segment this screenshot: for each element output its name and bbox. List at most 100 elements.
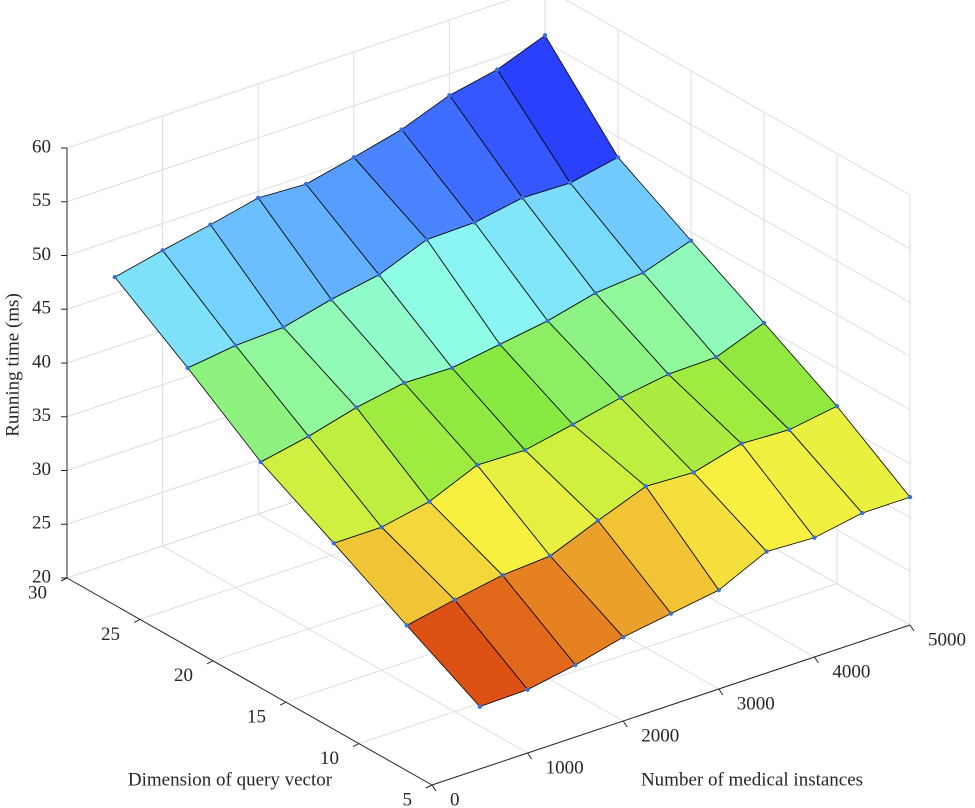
vertex-marker <box>427 499 432 504</box>
vertex-marker <box>497 342 502 347</box>
x-tick <box>431 784 437 792</box>
y-tick-label: 20 <box>174 665 193 686</box>
z-axis-label: Running time (ms) <box>2 293 23 437</box>
z-tick-label: 40 <box>32 351 51 372</box>
vertex-marker <box>376 272 382 278</box>
grid-line <box>565 0 911 196</box>
vertex-marker <box>643 484 648 489</box>
y-tick <box>352 743 360 748</box>
vertex-marker <box>449 365 455 371</box>
y-axis-line <box>66 577 433 786</box>
vertex-marker <box>525 687 530 692</box>
vertex-marker <box>860 510 865 516</box>
vertex-marker <box>233 343 238 348</box>
y-tick-label: 25 <box>101 624 120 645</box>
grid-line <box>544 41 911 250</box>
z-tick-label: 60 <box>32 136 51 157</box>
vertex-marker <box>739 441 744 446</box>
z-tick-label: 35 <box>32 405 51 426</box>
vertex-marker <box>404 623 409 628</box>
x-tick-label: 0 <box>450 789 460 808</box>
vertex-marker <box>475 462 480 468</box>
z-tick-label: 50 <box>32 244 51 265</box>
vertex-marker <box>208 222 213 227</box>
z-tick-label: 25 <box>32 513 51 534</box>
vertex-marker <box>399 127 404 132</box>
vertex-marker <box>452 597 457 602</box>
grid-line <box>162 545 528 754</box>
vertex-marker <box>160 248 165 253</box>
vertex-marker <box>621 634 626 640</box>
vertex-marker <box>548 553 553 559</box>
z-tick-label: 45 <box>32 298 51 319</box>
grid-line <box>544 95 911 303</box>
vertex-marker <box>520 195 525 201</box>
y-tick <box>206 660 214 665</box>
vertex-marker <box>495 67 500 72</box>
vertex-marker <box>331 541 336 546</box>
vertex-marker <box>787 427 792 432</box>
vertex-marker <box>379 525 384 530</box>
vertex-marker <box>329 297 334 302</box>
vertex-marker <box>668 611 674 616</box>
vertex-marker <box>764 549 769 554</box>
vertex-marker <box>593 290 598 296</box>
x-axis-line <box>431 624 911 786</box>
vertex-marker <box>281 325 286 330</box>
vertex-marker <box>500 573 505 578</box>
vertex-marker <box>570 422 575 427</box>
vertex-marker <box>542 33 548 38</box>
y-tick <box>133 618 141 623</box>
y-tick-label: 15 <box>247 707 266 728</box>
vertex-marker <box>354 405 359 410</box>
vertex-marker <box>351 155 356 160</box>
vertex-marker <box>522 448 528 453</box>
axes: 0100020003000400050005101520253020253035… <box>28 136 966 808</box>
vertex-marker <box>112 274 118 280</box>
y-tick <box>279 701 287 706</box>
y-tick-label: 30 <box>28 582 47 603</box>
vertex-marker <box>688 238 694 243</box>
x-tick <box>622 720 628 728</box>
vertex-marker <box>641 270 646 275</box>
vertex-marker <box>545 318 550 324</box>
x-tick-label: 3000 <box>737 693 775 714</box>
vertex-marker <box>256 195 261 201</box>
x-tick <box>718 688 724 696</box>
z-tick-label: 55 <box>32 190 51 211</box>
x-tick <box>813 656 819 664</box>
surface <box>114 34 911 707</box>
grid-line <box>66 0 511 149</box>
vertex-marker <box>447 93 452 98</box>
x-tick-label: 2000 <box>641 725 679 746</box>
vertex-marker <box>812 535 817 540</box>
x-tick-label: 4000 <box>832 661 870 682</box>
vertex-marker <box>618 395 623 400</box>
vertex-marker <box>306 434 311 439</box>
vertex-marker <box>716 587 721 593</box>
vertex-marker <box>761 320 767 326</box>
markers <box>112 33 913 709</box>
vertex-marker <box>477 704 482 709</box>
vertex-marker <box>424 237 429 242</box>
grid-line <box>66 41 546 203</box>
vertex-marker <box>303 181 309 187</box>
x-tick <box>909 624 915 632</box>
vertex-marker <box>472 220 477 225</box>
vertex-marker <box>568 180 573 186</box>
y-tick-label: 10 <box>320 748 339 769</box>
vertex-marker <box>666 372 671 377</box>
y-tick-label: 5 <box>403 789 413 808</box>
grid-line <box>358 583 838 745</box>
vertex-marker <box>615 155 621 160</box>
vertex-marker <box>714 354 719 360</box>
x-tick-label: 5000 <box>928 629 966 650</box>
x-tick <box>527 752 533 760</box>
vertex-marker <box>691 470 696 475</box>
vertex-marker <box>595 518 601 523</box>
z-tick-label: 20 <box>32 566 51 587</box>
vertex-marker <box>573 662 578 668</box>
vertex-marker <box>907 494 913 500</box>
z-tick-label: 30 <box>32 459 51 480</box>
